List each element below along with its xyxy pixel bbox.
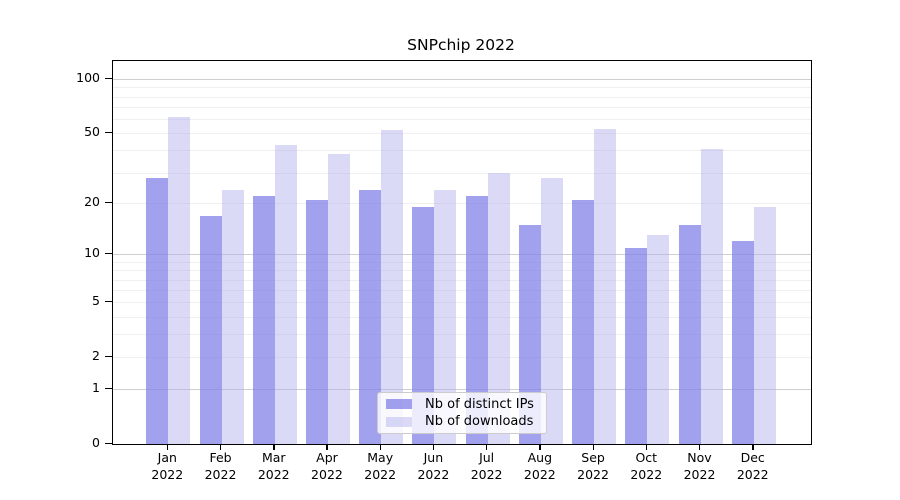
- minor-gridline: [113, 270, 811, 272]
- bar-downloads-sep: [594, 128, 617, 444]
- minor-gridline: [113, 172, 811, 174]
- legend-label-downloads: Nb of downloads: [425, 414, 534, 430]
- legend-item-distinct-ips: Nb of distinct IPs: [378, 397, 546, 412]
- y-tick-mark: [105, 201, 112, 204]
- y-tick-mark: [105, 131, 112, 134]
- major-gridline: [113, 254, 811, 256]
- x-tick-mark: [432, 445, 435, 450]
- x-tick-mark: [752, 445, 754, 450]
- y-tick-label: 0: [92, 435, 100, 450]
- legend-swatch-downloads: [386, 416, 412, 428]
- x-tick-mark: [166, 445, 169, 450]
- bar-distinct-ips-mar: [252, 196, 275, 444]
- x-tick-label-jun: Jun 2022: [417, 450, 450, 482]
- x-tick-label-jan: Jan 2022: [151, 450, 184, 482]
- y-tick-label: 10: [84, 245, 100, 261]
- bar-distinct-ips-jun: [412, 207, 435, 444]
- x-tick-mark: [379, 445, 381, 450]
- minor-gridline: [113, 107, 811, 109]
- x-tick-mark: [539, 445, 541, 450]
- bar-distinct-ips-aug: [518, 224, 541, 444]
- bar-downloads-dec: [753, 207, 776, 444]
- x-tick-label-feb: Feb 2022: [204, 450, 237, 482]
- x-tick-mark: [220, 445, 222, 450]
- minor-gridline: [113, 133, 811, 135]
- x-tick-label-oct: Oct 2022: [630, 450, 663, 482]
- bar-downloads-aug: [540, 177, 563, 444]
- x-tick-mark: [486, 445, 488, 450]
- major-gridline: [113, 79, 811, 81]
- x-tick-label-apr: Apr 2022: [311, 450, 343, 482]
- y-tick-mark: [105, 252, 112, 255]
- minor-gridline: [113, 87, 811, 89]
- bar-downloads-mar: [274, 144, 297, 444]
- y-tick-label: 100: [76, 70, 100, 86]
- minor-gridline: [113, 150, 811, 152]
- chart-title: SNPchip 2022: [407, 36, 515, 54]
- x-tick-mark: [273, 445, 275, 450]
- bar-distinct-ips-dec: [731, 241, 754, 444]
- legend-item-downloads: Nb of downloads: [378, 414, 546, 429]
- bar-downloads-jan: [168, 116, 191, 444]
- x-tick-label-jul: Jul 2022: [470, 450, 503, 482]
- x-tick-label-dec: Dec 2022: [736, 450, 769, 482]
- bar-downloads-oct: [647, 235, 670, 444]
- minor-gridline: [113, 290, 811, 292]
- y-tick-mark: [105, 442, 112, 444]
- x-tick-label-may: May 2022: [364, 450, 397, 482]
- y-tick-label: 2: [92, 348, 100, 364]
- x-tick-mark: [592, 445, 594, 450]
- bar-distinct-ips-feb: [199, 215, 222, 444]
- y-tick-mark: [105, 300, 112, 303]
- y-tick-mark: [105, 77, 112, 79]
- legend-label-distinct-ips: Nb of distinct IPs: [425, 396, 534, 412]
- x-tick-mark: [645, 445, 648, 450]
- x-tick-label-aug: Aug 2022: [523, 450, 556, 482]
- bar-distinct-ips-nov: [678, 224, 701, 444]
- y-tick-label: 5: [92, 293, 100, 309]
- minor-gridline: [113, 316, 811, 318]
- minor-gridline: [113, 334, 811, 336]
- bar-distinct-ips-sep: [572, 199, 595, 444]
- bar-downloads-feb: [221, 189, 244, 444]
- x-tick-label-mar: Mar 2022: [257, 450, 290, 482]
- y-tick-label: 1: [92, 380, 100, 396]
- x-tick-label-sep: Sep 2022: [577, 450, 609, 482]
- minor-gridline: [113, 302, 811, 304]
- bar-downloads-jul: [487, 172, 510, 444]
- y-tick-label: 20: [84, 194, 100, 210]
- bar-distinct-ips-may: [359, 189, 382, 444]
- plot-area: Nb of distinct IPs Nb of downloads: [112, 60, 812, 445]
- bar-downloads-may: [381, 130, 404, 444]
- bar-distinct-ips-oct: [625, 247, 648, 444]
- legend: Nb of distinct IPs Nb of downloads: [377, 392, 547, 434]
- x-tick-mark: [326, 445, 328, 450]
- bar-downloads-nov: [700, 148, 723, 444]
- bar-downloads-jun: [434, 189, 457, 444]
- bar-distinct-ips-jan: [146, 177, 169, 444]
- x-tick-mark: [699, 445, 701, 450]
- legend-swatch-distinct-ips: [386, 398, 412, 410]
- minor-gridline: [113, 279, 811, 281]
- bar-distinct-ips-jul: [465, 196, 488, 444]
- minor-gridline: [113, 119, 811, 121]
- minor-gridline: [113, 96, 811, 98]
- minor-gridline: [113, 262, 811, 263]
- y-tick-label: 50: [84, 124, 100, 140]
- bar-distinct-ips-apr: [305, 199, 328, 444]
- x-tick-label-nov: Nov 2022: [683, 450, 716, 482]
- major-gridline: [113, 389, 811, 391]
- minor-gridline: [113, 357, 811, 359]
- y-tick-mark: [105, 387, 112, 389]
- minor-gridline: [113, 203, 811, 205]
- y-tick-mark: [105, 355, 112, 357]
- bar-downloads-apr: [327, 154, 350, 444]
